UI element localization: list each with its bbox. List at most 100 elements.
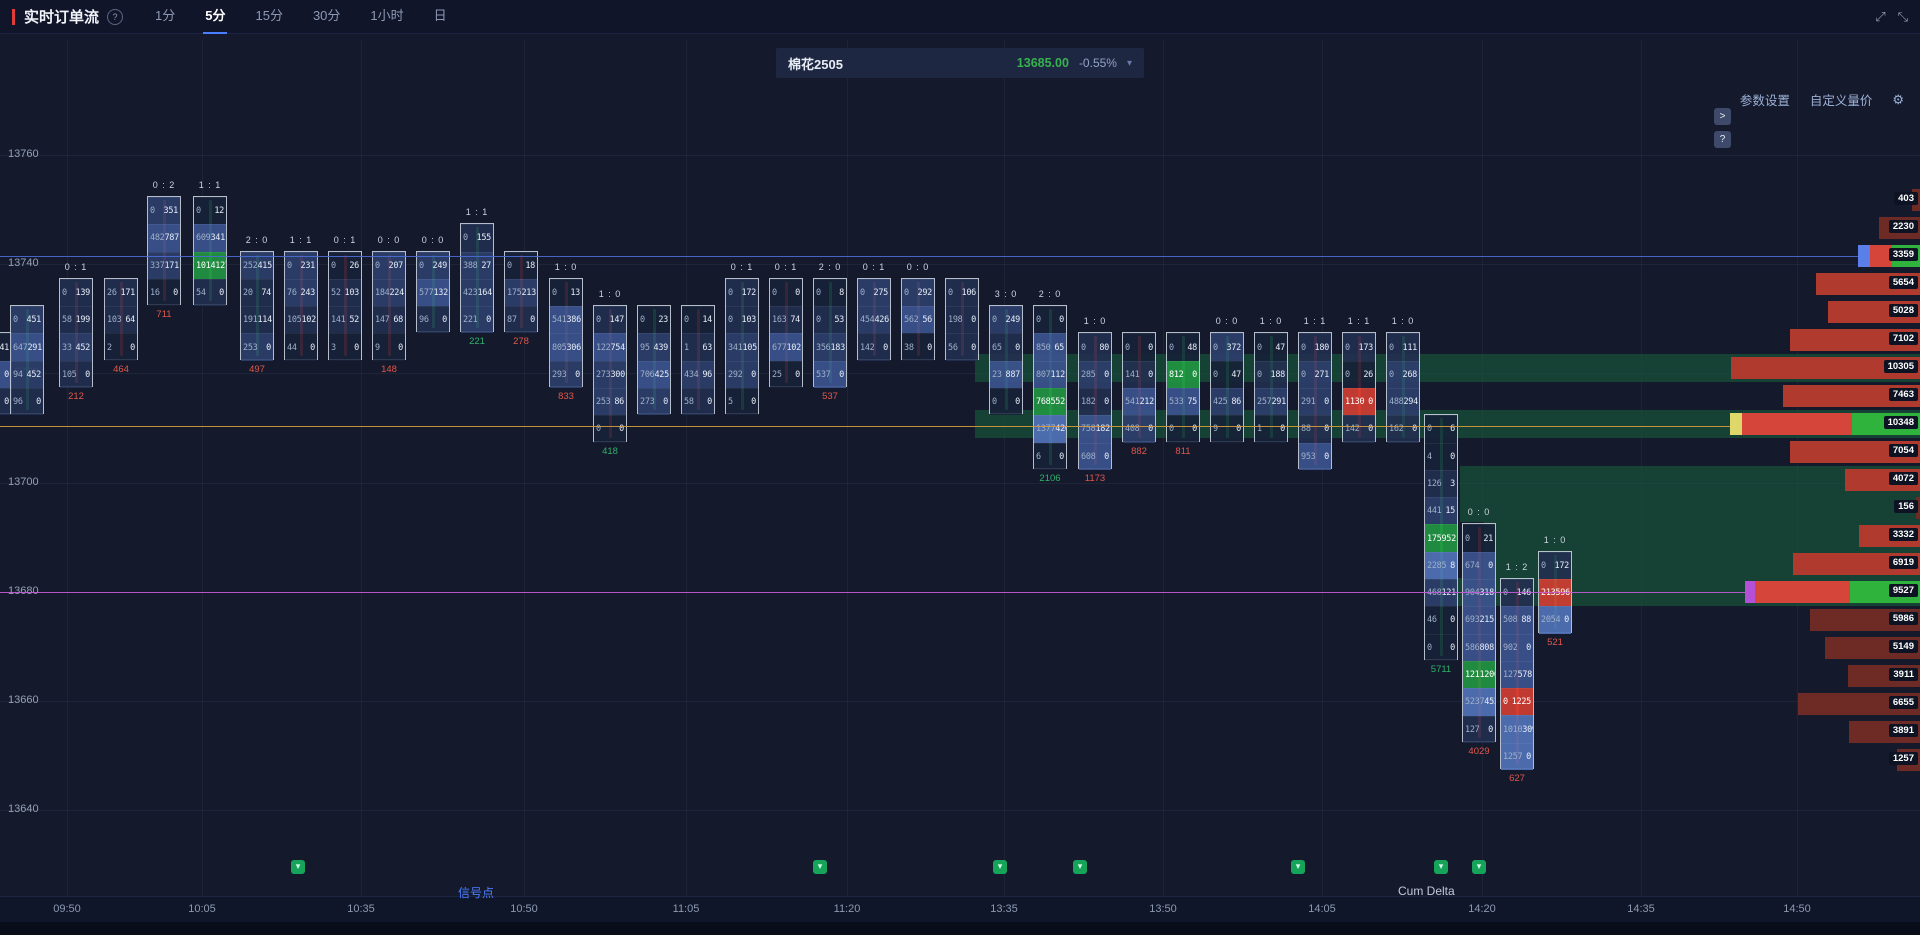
vp-segment <box>1790 329 1920 351</box>
vp-segment <box>1790 441 1920 463</box>
footprint-cell: 0 80 <box>1079 333 1111 361</box>
footprint-cell: 122 754 <box>594 333 626 361</box>
footprint-cell: 1759 52 <box>1425 524 1457 552</box>
price-level-line-upper-blue <box>0 256 1920 257</box>
time-axis-label: 11:05 <box>672 903 700 915</box>
time-gridline <box>1163 40 1164 896</box>
volume-profile-value: 3359 <box>1888 248 1918 261</box>
signal-points-label[interactable]: 信号点 <box>458 886 495 900</box>
help-icon[interactable]: ? <box>107 8 124 25</box>
instrument-change: -0.55% <box>1078 56 1117 70</box>
bottom-bar <box>0 922 1920 935</box>
footprint-cell: 488 294 <box>1387 387 1419 416</box>
collapse-icon[interactable]: ⤡ <box>1897 8 1908 24</box>
time-gridline <box>67 40 68 896</box>
tab-日[interactable]: 日 <box>433 7 447 23</box>
footprint-cell: 127 0 <box>1463 715 1495 743</box>
imbalance-label: 0 : 0 <box>377 234 401 245</box>
tab-30分[interactable]: 30分 <box>312 7 341 23</box>
footprint-cell: 95 439 <box>638 333 670 361</box>
gear-icon[interactable]: ⚙ <box>1892 91 1904 107</box>
volume-profile-value: 5149 <box>1888 640 1918 653</box>
footprint-cell: 221 0 <box>461 306 493 334</box>
imbalance-label: 0 : 2 <box>152 179 176 190</box>
footprint-cell: 577 132 <box>417 278 449 307</box>
vp-segment <box>1793 553 1920 575</box>
imbalance-label: 2 : 0 <box>245 234 269 245</box>
time-gridline <box>847 40 848 896</box>
signal-marker[interactable]: ▾ <box>993 860 1007 874</box>
signal-marker[interactable]: ▾ <box>813 860 827 874</box>
signal-marker[interactable]: ▾ <box>1073 860 1087 874</box>
chevron-down-icon: ▾ <box>1126 57 1132 69</box>
volume-profile-value: 7054 <box>1888 444 1918 457</box>
time-axis <box>0 896 1920 923</box>
params-settings-button[interactable]: 参数设置 <box>1739 94 1790 108</box>
volume-profile-value: 5028 <box>1888 304 1918 317</box>
tab-1分[interactable]: 1分 <box>155 7 176 23</box>
tab-15分[interactable]: 15分 <box>255 7 283 23</box>
footprint-cell: 52 103 <box>329 278 361 307</box>
footprint-candle: 0126093411014127540 <box>193 195 227 307</box>
volume-profile-bar <box>1783 385 1920 407</box>
footprint-cell: 0 172 <box>726 278 758 307</box>
price-axis-label: 13640 <box>8 803 39 815</box>
footprint-candle: 0 18 175 213 87 0 <box>504 250 538 334</box>
panel-help-button[interactable]: ? <box>1714 131 1731 148</box>
footprint-candle: 0 172 0 103 341 105 292 0 5 0 <box>725 277 759 416</box>
price-axis-label: 13680 <box>8 585 39 597</box>
signal-marker[interactable]: ▾ <box>291 860 305 874</box>
footprint-candle: 0 13 541 386 805 306 293 0 <box>549 277 583 388</box>
footprint-cell: 706 425 <box>638 360 670 388</box>
footprint-cell: 533 75 <box>1167 387 1199 416</box>
signal-marker[interactable]: ▾ <box>1472 860 1486 874</box>
footprint-cell: 163 74 <box>770 306 802 334</box>
custom-volume-price-button[interactable]: 自定义量价 <box>1809 94 1873 108</box>
footprint-candle: 0 0 163 74 677 102 25 0 <box>769 277 803 388</box>
expand-icon[interactable]: ⤢ <box>1875 8 1886 24</box>
price-axis-label: 13660 <box>8 694 39 706</box>
footprint-candle: 0 139 58 199 33 452 105 0 <box>59 277 93 388</box>
footprint-cell: 0 271 <box>1299 360 1331 388</box>
footprint-cell: 0 48 <box>1167 333 1199 361</box>
footprint-candle: 0085065807112768552137742060 <box>1033 305 1067 470</box>
price-level-line-lower-magenta <box>0 592 1920 593</box>
volume-profile-value: 7102 <box>1888 332 1918 345</box>
footprint-cell: 292 0 <box>726 360 758 388</box>
instrument-selector[interactable]: 棉花2505 13685.00 -0.55% ▾ <box>776 48 1144 78</box>
time-axis-label: 14:35 <box>1627 903 1655 915</box>
footprint-cell: 041 <box>0 333 11 361</box>
delta-label: 627 <box>1509 773 1525 785</box>
footprint-cell: 0 147 <box>594 306 626 334</box>
footprint-cell: 0 1225 <box>1501 688 1533 716</box>
footprint-cell: 2285 8 <box>1425 551 1457 580</box>
signal-marker[interactable]: ▾ <box>1291 860 1305 874</box>
imbalance-label: 2 : 0 <box>818 261 842 272</box>
cum-delta-label[interactable]: Cum Delta <box>1398 884 1455 898</box>
vp-segment <box>1755 581 1850 603</box>
panel-expand-button[interactable]: > <box>1714 108 1731 125</box>
tab-1小时[interactable]: 1小时 <box>370 7 404 23</box>
volume-profile-value: 7463 <box>1888 388 1918 401</box>
imbalance-label: 2 : 0 <box>1038 289 1062 300</box>
footprint-cell: 0 47 <box>1211 360 1243 388</box>
vp-segment <box>1916 497 1920 519</box>
tab-5分[interactable]: 5分 <box>203 0 228 34</box>
footprint-cell: 0 268 <box>1387 360 1419 388</box>
footprint-cell: 257 291 <box>1255 387 1287 416</box>
time-gridline <box>202 40 203 896</box>
footprint-cell: 76 243 <box>285 278 317 307</box>
footprint-cell: 541 212 <box>1123 387 1155 416</box>
footprint-cell: 812 0 <box>1167 360 1199 388</box>
signal-marker[interactable]: ▾ <box>1434 860 1448 874</box>
